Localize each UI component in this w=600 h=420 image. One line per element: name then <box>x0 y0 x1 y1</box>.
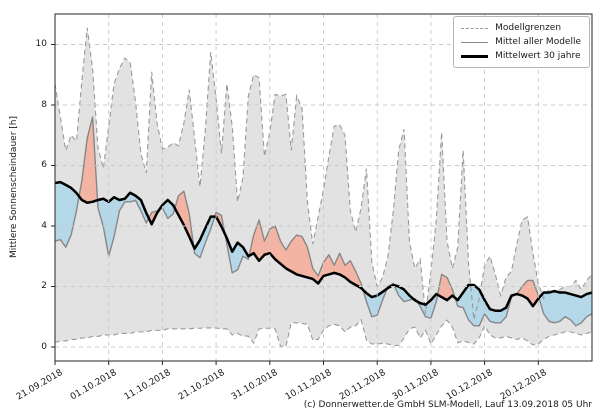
upper-model-bound-line <box>55 27 592 320</box>
above-normal-area <box>437 274 456 301</box>
above-normal-area <box>79 117 98 203</box>
below-normal-area <box>55 182 80 248</box>
y-tick-label: 10 <box>35 39 47 49</box>
below-normal-area <box>394 285 414 302</box>
y-tick-label: 0 <box>41 341 47 352</box>
tick-marks <box>51 44 539 365</box>
y-tick-label: 4 <box>41 220 47 231</box>
gray-line-icon <box>461 41 489 43</box>
lower-model-bound-line <box>55 318 592 347</box>
legend-item-mittelwert-30-jahre: Mittelwert 30 jahre <box>461 49 581 63</box>
legend-item-mittel-aller-modelle: Mittel aller Modelle <box>461 35 581 49</box>
legend-label: Modellgrenzen <box>495 23 562 33</box>
mean-30y-line <box>55 180 592 312</box>
legend: Modellgrenzen Mittel aller Modelle Mitte… <box>453 16 590 68</box>
legend-item-modellgrenzen: Modellgrenzen <box>461 21 581 35</box>
below-normal-area <box>193 216 215 258</box>
legend-label: Mittelwert 30 jahre <box>495 51 581 61</box>
plot-area <box>55 27 592 347</box>
below-normal-area <box>455 284 517 326</box>
copyright-caption: (c) Donnerwetter.de GmbH SLM-Modell, Lau… <box>303 400 592 410</box>
y-tick-label: 6 <box>41 160 47 170</box>
model-spread-band <box>55 27 592 347</box>
below-normal-area <box>97 192 149 257</box>
legend-label: Mittel aller Modelle <box>495 37 581 47</box>
y-tick-label: 8 <box>41 99 47 110</box>
y-axis-label: Mittlere Sonnenscheindauer [h] <box>9 116 19 258</box>
black-line-icon <box>461 54 489 58</box>
dashed-line-icon <box>461 27 489 29</box>
above-normal-area <box>174 191 194 247</box>
below-normal-area <box>538 291 592 326</box>
gridlines <box>55 14 592 361</box>
y-tick-label: 2 <box>41 281 47 291</box>
